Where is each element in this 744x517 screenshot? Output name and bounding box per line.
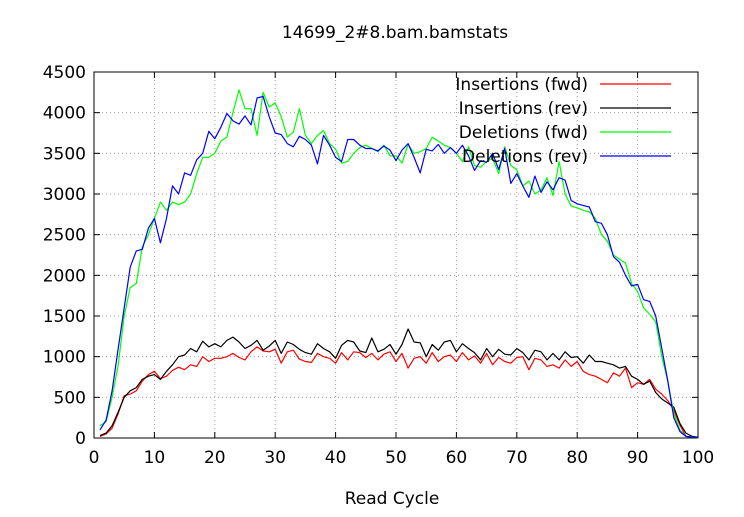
grid: [94, 72, 698, 438]
series-line-3: [99, 89, 699, 439]
legend-label: Deletions (fwd): [459, 123, 588, 143]
x-tick-label: 40: [325, 448, 347, 468]
x-tick-label: 30: [264, 448, 286, 468]
y-tick-label: 500: [54, 388, 86, 408]
x-tick-label: 100: [682, 448, 714, 468]
y-tick-label: 0: [75, 429, 86, 449]
y-axis: 0 500 1000 1500 2000 2500 3000 3500 4000 4500: [43, 63, 698, 449]
y-tick-label: 2000: [43, 266, 86, 286]
x-tick-label: 20: [204, 448, 226, 468]
series-line-4: [99, 95, 699, 439]
series-lines: [99, 89, 699, 439]
x-tick-label: 90: [627, 448, 649, 468]
x-tick-label: 0: [89, 448, 100, 468]
x-axis: 0 10 20 30 40 50 60 70 80 90 100: [89, 72, 714, 468]
y-tick-label: 1500: [43, 307, 86, 327]
y-tick-label: 3500: [43, 144, 86, 164]
legend: Insertions (fwd) Insertions (rev) Deletion…: [455, 75, 671, 167]
y-tick-label: 4000: [43, 104, 86, 124]
y-tick-label: 2500: [43, 226, 86, 246]
x-tick-label: 60: [446, 448, 468, 468]
chart-title: 14699_2#8.bam.bamstats: [282, 23, 508, 43]
legend-label: Insertions (fwd): [455, 75, 588, 95]
x-tick-label: 10: [144, 448, 166, 468]
y-tick-label: 3000: [43, 185, 86, 205]
y-tick-label: 1000: [43, 348, 86, 368]
legend-label: Deletions (rev): [462, 147, 588, 167]
series-line-2: [99, 328, 699, 438]
y-tick-label: 4500: [43, 63, 86, 83]
legend-label: Insertions (rev): [459, 99, 588, 119]
series-line-1: [99, 346, 699, 439]
x-axis-label: Read Cycle: [345, 489, 440, 509]
x-tick-label: 70: [506, 448, 528, 468]
x-tick-label: 50: [385, 448, 407, 468]
x-tick-label: 80: [566, 448, 588, 468]
